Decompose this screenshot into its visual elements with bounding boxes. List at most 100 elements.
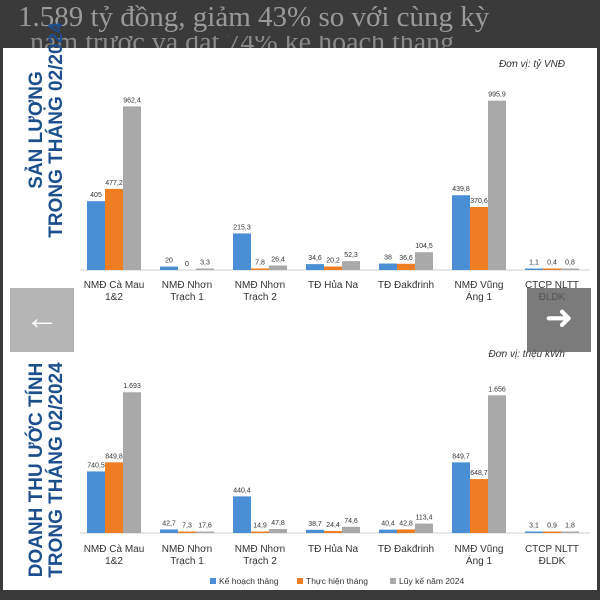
legend-entry: Lũy kế năm 2024 bbox=[399, 576, 464, 586]
category-label: Áng 1 bbox=[466, 554, 493, 567]
bar bbox=[525, 268, 543, 270]
unit-label: Đơn vị: triệu kWh bbox=[488, 349, 565, 360]
data-label: 40,4 bbox=[381, 521, 395, 528]
bottom-strip bbox=[0, 590, 600, 600]
category-label: Trạch 1 bbox=[170, 556, 204, 567]
legend-swatch bbox=[297, 578, 303, 584]
data-label: 104,5 bbox=[415, 243, 433, 250]
bar bbox=[415, 252, 433, 270]
data-label: 42,8 bbox=[399, 520, 413, 527]
data-label: 74,6 bbox=[344, 518, 358, 525]
legend-swatch bbox=[210, 578, 216, 584]
category-label: NMĐ Cà Mau bbox=[84, 280, 145, 291]
data-label: 36,6 bbox=[399, 255, 413, 262]
bar bbox=[379, 263, 397, 270]
legend-entry: Thực hiện tháng bbox=[306, 576, 368, 586]
data-label: 440,4 bbox=[233, 487, 251, 494]
category-label: Áng 1 bbox=[466, 290, 493, 303]
data-label: 0,9 bbox=[547, 523, 557, 530]
bar bbox=[123, 106, 141, 270]
arrow-left-icon: ← bbox=[25, 299, 59, 337]
bar bbox=[470, 479, 488, 533]
data-label: 7,3 bbox=[182, 523, 192, 530]
category-label: Trạch 2 bbox=[243, 292, 277, 303]
category-label: 1&2 bbox=[105, 556, 123, 567]
legend-entry: Kế hoạch tháng bbox=[219, 576, 279, 586]
data-label: 1,8 bbox=[565, 523, 575, 530]
data-label: 215,3 bbox=[233, 224, 251, 231]
category-label: TĐ Đakđrinh bbox=[378, 544, 434, 555]
bar bbox=[397, 263, 415, 270]
category-label: TĐ Hủa Na bbox=[308, 279, 358, 291]
bar bbox=[452, 195, 470, 270]
data-label: 1,1 bbox=[529, 260, 539, 267]
bar bbox=[452, 462, 470, 533]
bar bbox=[269, 529, 287, 533]
data-label: 17,6 bbox=[198, 523, 212, 530]
data-label: 648,7 bbox=[470, 470, 488, 477]
category-label: NMĐ Nhơn bbox=[235, 544, 285, 555]
bar bbox=[269, 265, 287, 270]
legend-swatch bbox=[390, 578, 396, 584]
bar bbox=[196, 268, 214, 270]
data-label: 38 bbox=[384, 255, 392, 262]
chart-title-line2: TRONG THÁNG 02/2024 bbox=[45, 22, 67, 238]
background-article-text: 1.589 tỷ đồng, giảm 43% so với cùng kỳ bbox=[18, 1, 490, 33]
bar bbox=[561, 531, 579, 533]
bar bbox=[87, 201, 105, 270]
data-label: 962,4 bbox=[123, 97, 141, 104]
bar bbox=[196, 531, 214, 533]
bar bbox=[306, 264, 324, 270]
category-label: NMĐ Nhơn bbox=[162, 280, 212, 291]
bar bbox=[324, 530, 342, 533]
category-label: TĐ Hủa Na bbox=[308, 543, 358, 555]
data-label: 26,4 bbox=[271, 257, 285, 264]
bar bbox=[123, 392, 141, 533]
unit-label: Đơn vị: tỷ VNĐ bbox=[499, 58, 565, 70]
data-label: 42,7 bbox=[162, 520, 176, 527]
category-label: TĐ Đakđrinh bbox=[378, 280, 434, 291]
bar bbox=[233, 496, 251, 533]
data-label: 0 bbox=[185, 261, 189, 268]
category-label: NMĐ Cà Mau bbox=[84, 544, 145, 555]
bar bbox=[415, 523, 433, 533]
bar bbox=[178, 531, 196, 533]
bar bbox=[470, 206, 488, 270]
bar bbox=[543, 531, 561, 533]
bar bbox=[251, 268, 269, 270]
data-label: 24,4 bbox=[326, 522, 340, 529]
data-label: 1.693 bbox=[123, 383, 141, 390]
data-label: 7,8 bbox=[255, 260, 265, 267]
arrow-right-icon: ➜ bbox=[544, 299, 574, 337]
data-label: 113,4 bbox=[416, 515, 433, 522]
category-label: NMĐ Vũng bbox=[455, 280, 504, 291]
bar bbox=[233, 233, 251, 270]
bar bbox=[397, 529, 415, 533]
category-label: NMĐ Nhơn bbox=[162, 544, 212, 555]
bar bbox=[324, 266, 342, 270]
bar bbox=[488, 395, 506, 533]
data-label: 0,8 bbox=[565, 260, 575, 267]
data-label: 20,2 bbox=[326, 258, 340, 265]
category-label: Trạch 2 bbox=[243, 556, 277, 567]
bar bbox=[160, 529, 178, 533]
data-label: 405 bbox=[90, 192, 102, 199]
bar bbox=[543, 268, 561, 270]
background-article-text-2: năm trước và đạt 74% kế hoạch tháng bbox=[0, 36, 600, 48]
bar bbox=[342, 261, 360, 270]
data-label: 34,6 bbox=[308, 255, 322, 262]
bar bbox=[379, 529, 397, 533]
bar bbox=[525, 531, 543, 533]
data-label: 740,5 bbox=[87, 462, 105, 469]
bar bbox=[306, 529, 324, 533]
bar bbox=[342, 526, 360, 533]
chart-title-line2: TRONG THÁNG 02/2024 bbox=[45, 362, 67, 578]
next-slide-button[interactable]: ➜ bbox=[527, 288, 591, 352]
data-label: 995,9 bbox=[488, 92, 506, 99]
category-label: 1&2 bbox=[105, 292, 123, 303]
data-label: 0,4 bbox=[547, 260, 557, 267]
category-label: CTCP NLTT bbox=[525, 280, 579, 291]
prev-slide-button[interactable]: ← bbox=[10, 288, 74, 352]
chart-title-line1: DOANH THU ƯỚC TÍNH bbox=[25, 363, 47, 578]
